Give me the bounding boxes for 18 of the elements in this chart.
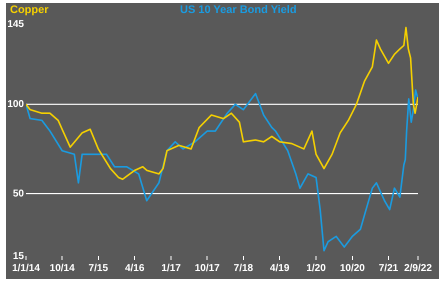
y-tick-label: 145 [7, 18, 24, 30]
x-tick-label: 2/9/22 [404, 262, 432, 274]
x-tick-label: 1/20 [306, 262, 326, 274]
x-tick-label: 4/19 [270, 262, 290, 274]
text: US 10 Year Bond Yield [180, 4, 297, 16]
x-tick-label: 10/17 [194, 262, 220, 274]
text: Copper [10, 4, 50, 16]
y-tick-label: 15 [12, 250, 24, 262]
x-tick-label: 7/18 [234, 262, 254, 274]
y-tick-label: 100 [7, 99, 24, 110]
x-tick-label: 1/17 [161, 262, 182, 274]
x-tick-label: 10/14 [50, 262, 76, 274]
x-tick-label: 4/16 [124, 262, 145, 274]
y-tick-label: 50 [12, 188, 24, 200]
x-tick-label: 10/20 [340, 262, 366, 274]
x-tick-label: 7/15 [88, 262, 108, 274]
x-tick-label: 7/21 [378, 262, 399, 274]
x-tick-label: 1/1/14 [12, 262, 40, 274]
